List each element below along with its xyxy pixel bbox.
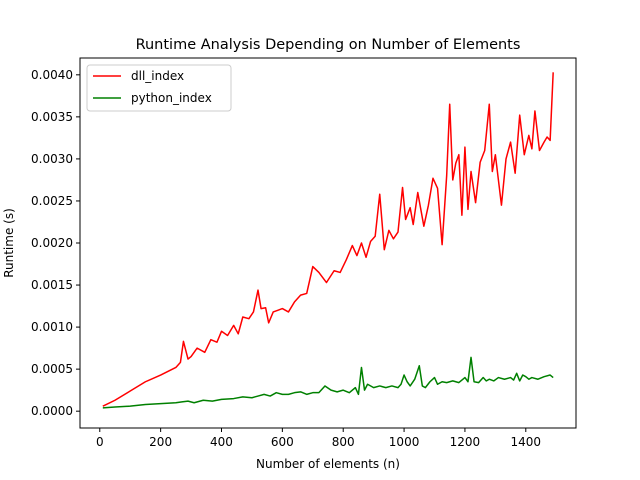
y-tick-label: 0.0000 bbox=[31, 404, 73, 418]
x-tick-label: 800 bbox=[332, 435, 355, 449]
x-tick-label: 200 bbox=[149, 435, 172, 449]
legend-label-dll_index: dll_index bbox=[131, 69, 184, 83]
y-tick-label: 0.0005 bbox=[31, 362, 73, 376]
y-tick-label: 0.0030 bbox=[31, 152, 73, 166]
series-line-dll_index bbox=[102, 72, 554, 407]
x-axis: 0 200 400 600 800 1000 1200 1400 bbox=[96, 428, 541, 449]
x-axis-label: Number of elements (n) bbox=[256, 457, 400, 471]
y-axis: 0.0000 0.0005 0.0010 0.0015 0.0020 0.0025 0.00… bbox=[31, 68, 80, 418]
y-tick-label: 0.0035 bbox=[31, 110, 73, 124]
x-tick-label: 0 bbox=[96, 435, 104, 449]
x-tick-label: 1200 bbox=[450, 435, 481, 449]
y-tick-label: 0.0025 bbox=[31, 194, 73, 208]
series-line-python_index bbox=[102, 356, 554, 409]
plot-lines bbox=[102, 72, 554, 409]
y-tick-label: 0.0020 bbox=[31, 236, 73, 250]
x-tick-label: 1000 bbox=[389, 435, 420, 449]
y-tick-label: 0.0040 bbox=[31, 68, 73, 82]
chart-title: Runtime Analysis Depending on Number of … bbox=[136, 37, 521, 53]
x-tick-label: 1400 bbox=[511, 435, 542, 449]
x-tick-label: 400 bbox=[210, 435, 233, 449]
x-tick-label: 600 bbox=[271, 435, 294, 449]
legend: dll_index python_index bbox=[86, 64, 232, 112]
legend-label-python_index: python_index bbox=[131, 91, 212, 105]
legend-box bbox=[86, 64, 232, 112]
y-tick-label: 0.0015 bbox=[31, 278, 73, 292]
y-tick-label: 0.0010 bbox=[31, 320, 73, 334]
y-axis-label: Runtime (s) bbox=[2, 208, 16, 278]
